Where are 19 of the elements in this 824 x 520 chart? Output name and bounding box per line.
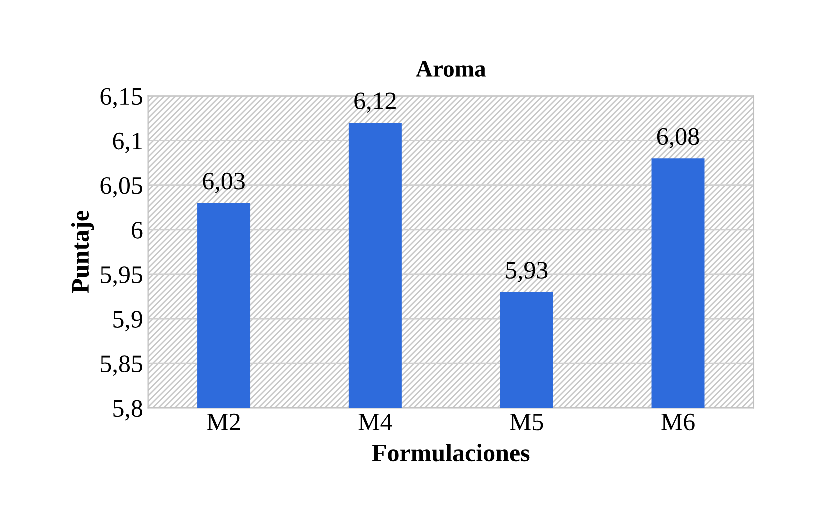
y-tick-label: 5,9 (114, 311, 142, 332)
y-tick-label: 6,1 (113, 132, 142, 154)
chart-title: Aroma (416, 61, 486, 77)
x-axis-title: Formulaciones (372, 444, 530, 462)
x-tick-label: M5 (510, 414, 544, 431)
y-tick-label: 6,05 (100, 177, 142, 198)
x-tick-label: M6 (662, 414, 695, 431)
y-tick-label: 5,8 (114, 400, 143, 421)
data-label: 6,12 (354, 92, 396, 114)
x-tick-label: M2 (207, 414, 240, 430)
y-tick-label: 6,15 (100, 88, 142, 109)
y-tick-label: 6 (132, 222, 143, 239)
data-label: 6,03 (203, 172, 245, 194)
y-tick-label: 5,95 (101, 266, 142, 288)
y-axis-title: Puntaje (71, 211, 94, 294)
data-label: 5,93 (506, 262, 548, 282)
data-label: 6,08 (657, 128, 700, 149)
x-tick-label: M4 (358, 414, 392, 430)
y-tick-label: 5,85 (101, 356, 142, 376)
